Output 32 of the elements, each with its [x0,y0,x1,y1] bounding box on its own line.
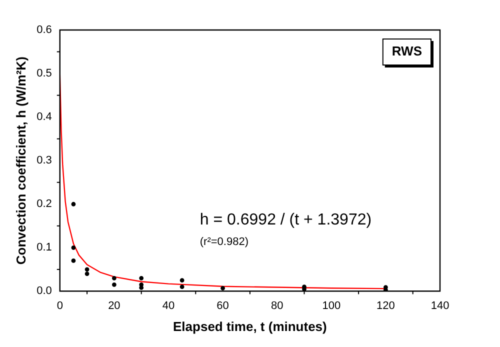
x-tick-label: 20 [108,300,120,312]
y-tick-label: 0.6 [36,24,52,36]
annotation: h = 0.6992 / (t + 1.3972) [200,211,372,228]
point [112,276,116,280]
y-tick-label: 0.3 [36,154,52,167]
y-tick-label: 0.5 [36,68,52,80]
point [84,272,90,276]
y-tick-label: 0.1 [36,242,52,254]
x-tick-label: 140 [430,300,450,312]
point [139,276,144,280]
point [180,278,184,283]
annotation: (r²=0.982) [200,236,248,248]
x-tick-label: 120 [376,300,395,312]
point [112,282,116,287]
annotation: RWS [392,44,422,59]
point [71,245,76,250]
point [180,284,184,290]
y-tick-label: 0.4 [36,111,52,124]
point [71,202,76,206]
x-tick-label: 80 [270,300,284,312]
point [139,286,144,290]
y-axis-title: Convection coefficient, h (W/m²K) [13,56,28,265]
y-tick-label: 0.0 [36,285,52,298]
point [220,286,225,290]
y-tick-label: 0.2 [36,198,52,210]
point [71,258,76,263]
x-tick-label: 40 [162,300,175,312]
x-axis-title: Elapsed time, t (minutes) [173,318,327,334]
x-tick-label: 0 [56,300,63,312]
point [84,267,90,272]
x-tick-label: 60 [216,300,229,312]
x-tick-label: 100 [322,300,341,312]
